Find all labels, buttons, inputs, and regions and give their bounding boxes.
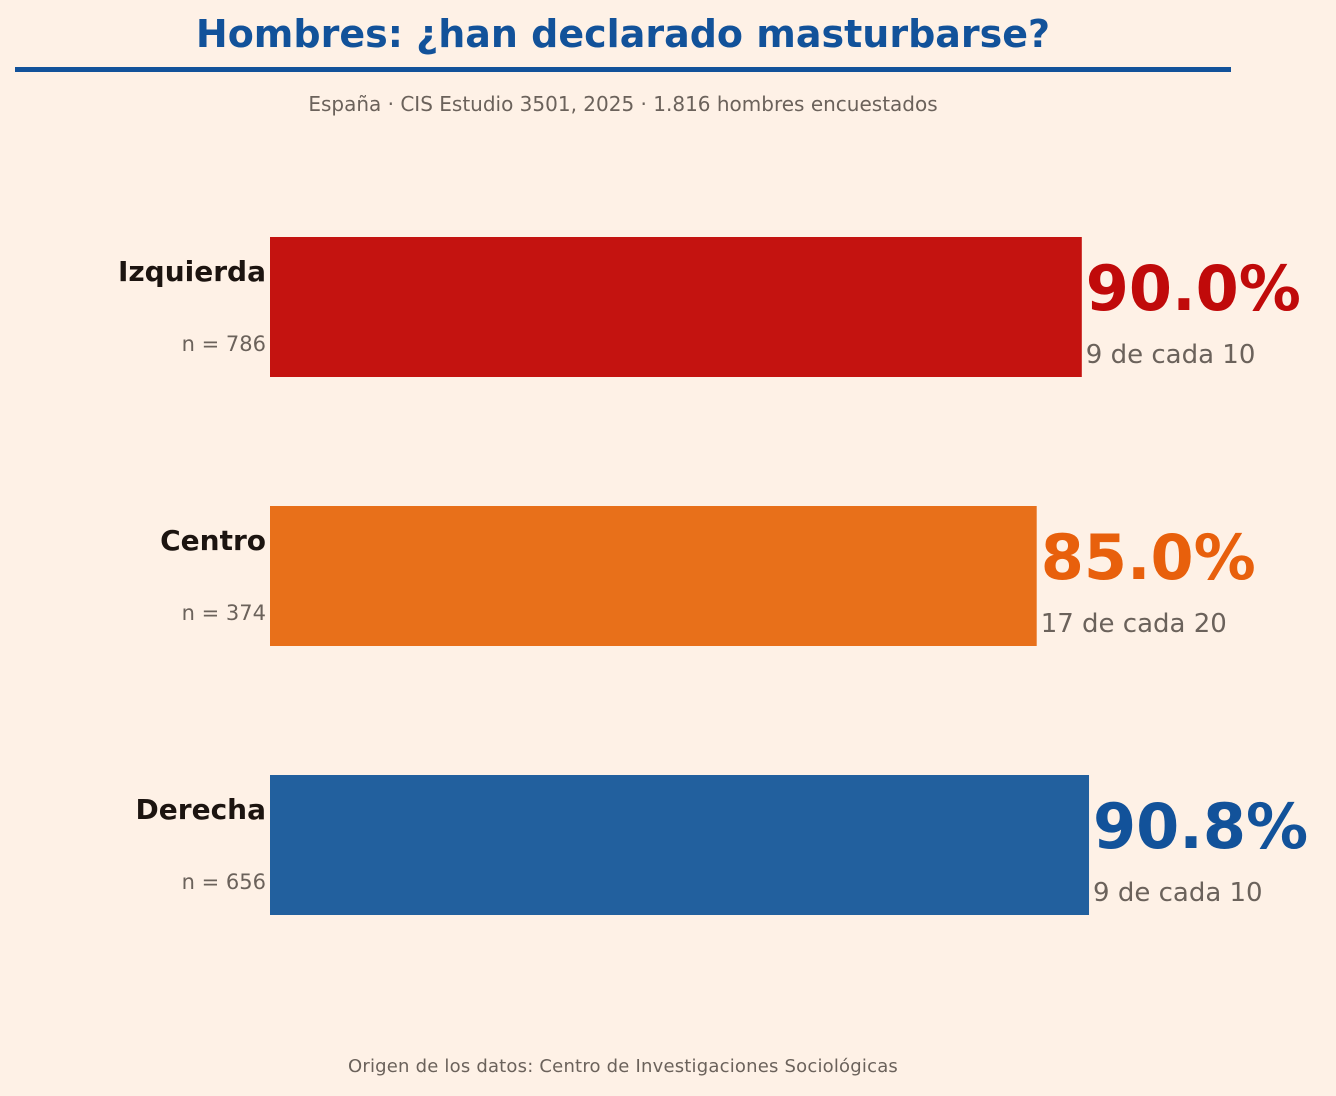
bar	[270, 237, 1082, 377]
value-label: 90.0%	[1086, 252, 1301, 325]
value-label: 85.0%	[1041, 521, 1256, 594]
bar	[270, 775, 1090, 915]
sample-size-label: n = 656	[182, 870, 266, 894]
fraction-label: 17 de cada 20	[1041, 609, 1227, 639]
value-label: 90.8%	[1093, 790, 1308, 863]
fraction-label: 9 de cada 10	[1086, 340, 1256, 370]
fraction-label: 9 de cada 10	[1093, 878, 1263, 908]
sample-size-label: n = 374	[182, 601, 266, 625]
bar	[270, 506, 1037, 646]
chart-title: Hombres: ¿han declarado masturbarse?	[195, 12, 1051, 56]
category-label: Centro	[160, 524, 266, 557]
chart-subtitle: España · CIS Estudio 3501, 2025 · 1.816 …	[308, 92, 938, 116]
category-label: Izquierda	[118, 255, 266, 288]
sample-size-label: n = 786	[182, 332, 266, 356]
title-rule	[15, 67, 1231, 72]
source-note: Origen de los datos: Centro de Investiga…	[347, 1056, 898, 1077]
category-label: Derecha	[136, 793, 266, 826]
